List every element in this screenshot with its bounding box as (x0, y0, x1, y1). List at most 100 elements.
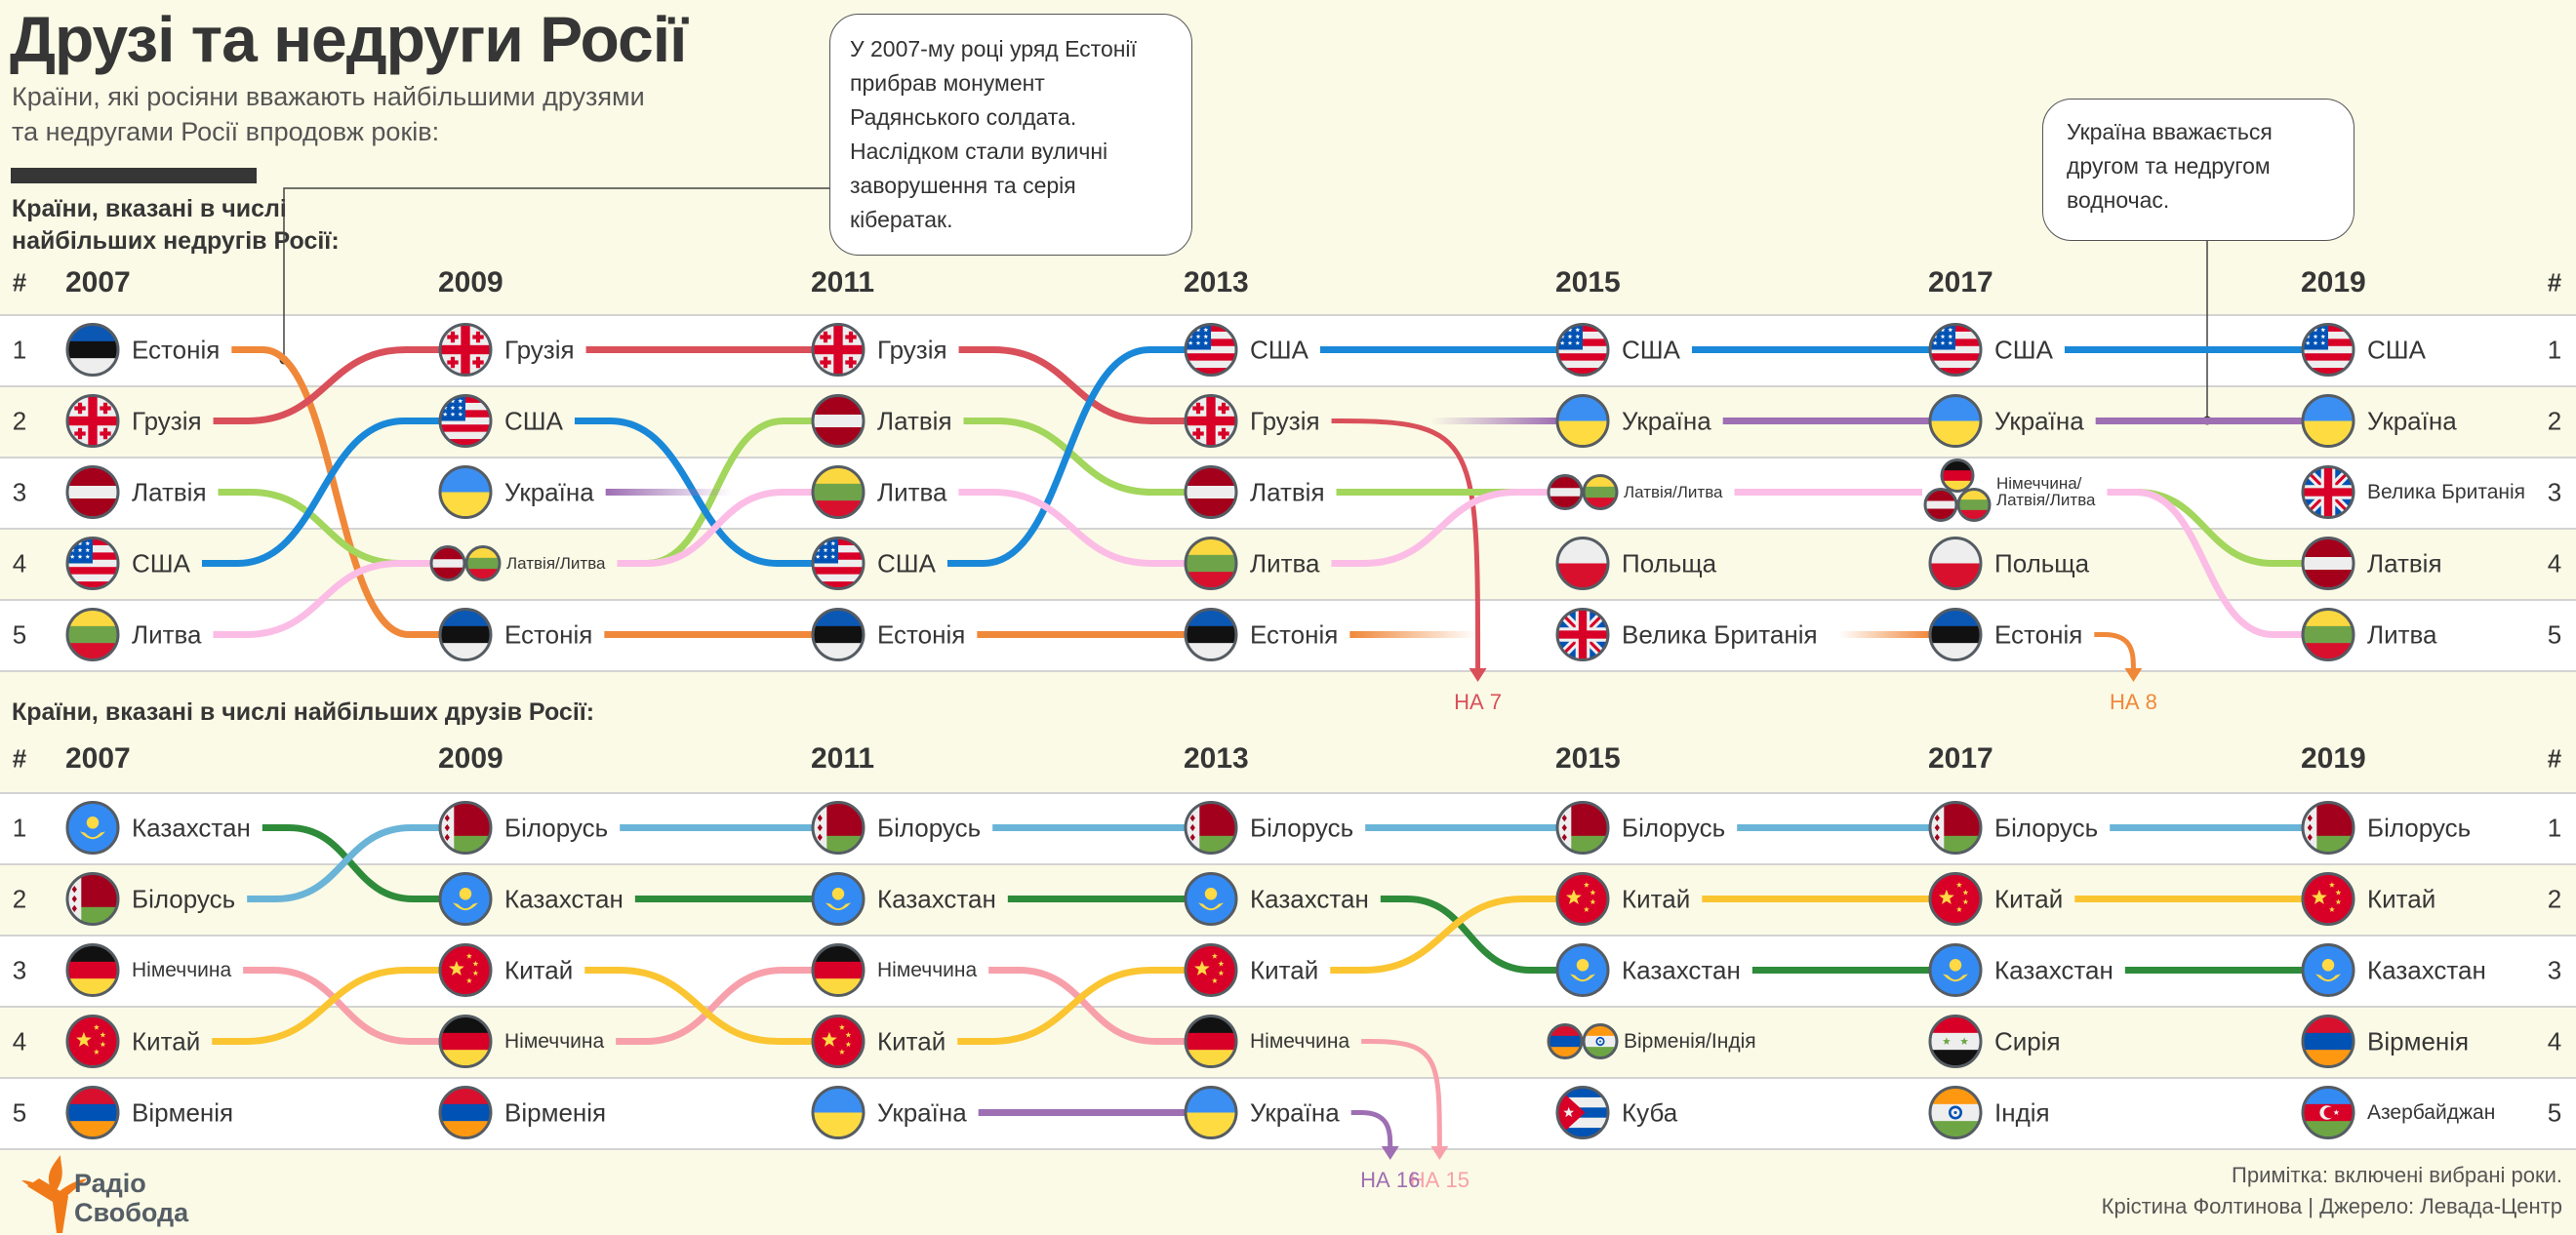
china-flag-icon (65, 1015, 120, 1068)
estonia-flag-icon (1928, 608, 1983, 661)
track-segment (963, 418, 1186, 496)
country-label: Казахстан (504, 883, 624, 913)
country-label: Сирія (1994, 1025, 2061, 1056)
rank-number: 5 (12, 619, 27, 649)
country-label: Україна (877, 1096, 967, 1127)
china-flag-icon (1184, 943, 1238, 997)
estonia-flag-icon (438, 608, 493, 661)
country-label: США (132, 547, 190, 578)
poland-flag-icon (1928, 537, 1983, 590)
country-label: Білорусь (1622, 812, 1726, 842)
track-segment (231, 346, 440, 638)
poland-flag-icon (1555, 537, 1610, 590)
ukraine-flag-icon (811, 1086, 865, 1139)
table-row (0, 1077, 2576, 1150)
rank-number: 1 (2547, 813, 2562, 842)
kazakhstan-flag-icon (438, 872, 493, 926)
china-flag-icon (1928, 872, 1983, 926)
country-label: Україна (504, 476, 594, 506)
logo-line-1: Радіо (74, 1169, 146, 1198)
country-label: Латвія/Литва (1624, 482, 1723, 501)
country-label: США (1622, 334, 1680, 364)
belarus-flag-icon (1928, 801, 1983, 855)
china-flag-icon (2301, 872, 2355, 926)
country-label: Грузія (504, 334, 575, 364)
track-belarus (247, 823, 2303, 902)
usa-flag-icon (1555, 323, 1610, 377)
country-label: Литва (1250, 547, 1320, 578)
enemies-label-line-1: Країни, вказані в числі (12, 195, 287, 222)
country-label: Україна (1994, 405, 2084, 435)
country-label: Латвія/Литва (506, 553, 606, 573)
year-header-2017: 2017 (1928, 742, 1993, 775)
latvia-flag-icon (429, 545, 466, 581)
rank-number: 5 (2547, 1097, 2562, 1127)
country-label: Білорусь (504, 812, 609, 842)
rank-header-left: # (12, 267, 27, 298)
country-label: Вірменія/Індія (1624, 1029, 1756, 1053)
rank-number: 2 (2547, 884, 2562, 913)
rank-number: 4 (2547, 1026, 2562, 1056)
lithuania-flag-icon (2301, 608, 2355, 661)
lithuania-flag-icon (464, 545, 502, 581)
year-header-2009: 2009 (438, 266, 503, 299)
track-germany (243, 967, 1449, 1160)
rank-header-right: # (2547, 743, 2562, 774)
track-estonia (231, 346, 2143, 682)
country-label: Естонія (504, 618, 593, 649)
rank-number: 2 (12, 406, 27, 435)
year-header-2011: 2011 (811, 266, 875, 299)
country-label: Естонія (1994, 618, 2083, 649)
arrow-head-icon (1469, 668, 1487, 682)
country-label: США (1994, 334, 2053, 364)
exit-arrow (1350, 1110, 1393, 1149)
track-segment (243, 967, 440, 1045)
country-label: Литва (132, 618, 202, 649)
year-header-2007: 2007 (65, 742, 131, 775)
track-segment (958, 489, 1186, 567)
rank-number: 3 (12, 477, 27, 506)
country-label: США (2367, 334, 2426, 364)
uk-flag-icon (2301, 465, 2355, 519)
country-label: Німеччина (504, 1029, 605, 1053)
rank-number: 1 (12, 813, 27, 842)
country-label: Китай (877, 1025, 946, 1056)
year-header-2013: 2013 (1184, 742, 1249, 775)
year-header-2011: 2011 (811, 742, 875, 775)
rank-number: 3 (2547, 955, 2562, 984)
belarus-flag-icon (65, 872, 120, 926)
country-label: Білорусь (1994, 812, 2099, 842)
flag-icons (65, 323, 2355, 1139)
germany-flag-icon (811, 943, 865, 997)
title-divider (11, 168, 257, 183)
country-label: Грузія (877, 334, 947, 364)
track-segment (213, 346, 440, 424)
georgia-flag-icon (1184, 394, 1238, 448)
radio-svoboda-logo-icon (21, 1155, 88, 1233)
country-label: Куба (1622, 1096, 1678, 1127)
country-label: Україна (1622, 405, 1711, 435)
georgia-flag-icon (65, 394, 120, 448)
ukraine-flag-icon (438, 465, 493, 519)
country-label: Китай (1622, 883, 1691, 913)
track-lithuania (213, 488, 2303, 638)
armenia-flag-icon (65, 1086, 120, 1139)
track-segment (617, 489, 813, 567)
country-label: США (877, 547, 936, 578)
subtitle-line-2: та недругами Росії впродовж років: (12, 117, 440, 146)
usa-flag-icon (2301, 323, 2355, 377)
logo-text: Радіо Свобода (74, 1169, 188, 1227)
kazakhstan-flag-icon (65, 801, 120, 855)
estonia-flag-icon (811, 608, 865, 661)
country-label: Польща (1622, 547, 1717, 578)
estonia-callout-connector (283, 187, 829, 360)
track-segment (247, 824, 440, 902)
lithuania-flag-icon (65, 608, 120, 661)
india-flag-icon (1928, 1086, 1983, 1139)
azerbaijan-flag-icon (2301, 1086, 2355, 1139)
georgia-flag-icon (811, 323, 865, 377)
track-segment (1380, 896, 1557, 974)
rank-header-left: # (12, 743, 27, 774)
latvia-flag-icon (811, 394, 865, 448)
